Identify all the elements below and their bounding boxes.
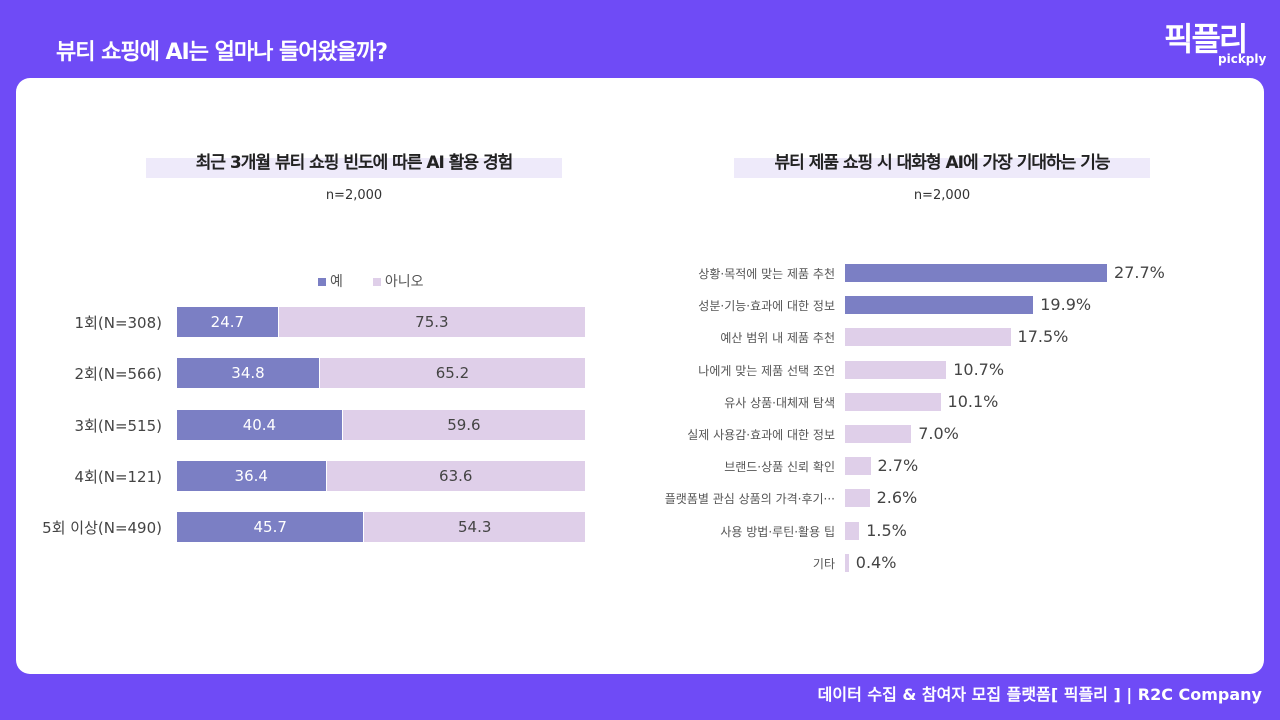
value-label: 10.1% [947, 391, 999, 411]
bar [845, 425, 912, 443]
bar-label: 예산 범위 내 제품 추천 [720, 331, 835, 346]
bar-label: 플랫폼별 관심 상품의 가격·후기··· [664, 492, 835, 507]
bar [845, 328, 1011, 347]
legend-yes: 예 [318, 271, 343, 291]
bar [845, 553, 849, 572]
value-label: 7.0% [918, 424, 959, 443]
bar-label: 상황·목적에 맞는 제품 추천 [698, 267, 835, 281]
bar-no: 75.3 [278, 307, 585, 337]
legend: 예 아니오 [318, 271, 424, 291]
left-chart-n: n=2,000 [325, 188, 383, 203]
bar-yes: 45.7 [177, 512, 364, 543]
value-label: 17.5% [1017, 327, 1069, 347]
value-label: 0.4% [855, 552, 897, 572]
value-label: 10.7% [953, 359, 1005, 379]
row-label: 3회(N=515) [74, 416, 162, 435]
right-chart-n: n=2,000 [913, 188, 971, 203]
value-label: 19.9% [1040, 295, 1092, 315]
bar [845, 521, 860, 540]
bar-label: 사용 방법·루틴·활용 팁 [720, 524, 835, 539]
footer: 데이터 수집 & 참여자 모집 플랫폼[ 픽플리 ] | R2C Company [817, 685, 1262, 704]
row-label: 1회(N=308) [74, 314, 162, 332]
right-chart-title: 뷰티 제품 쇼핑 시 대화형 AI에 가장 기대하는 기능 [774, 153, 1111, 173]
bar-yes: 24.7 [177, 307, 278, 337]
value-label: 27.7% [1114, 263, 1165, 282]
bar-yes: 34.8 [177, 358, 319, 389]
pickply-logo: 픽플리 pickply [1164, 20, 1267, 66]
bar-no: 59.6 [342, 409, 585, 440]
bar-label: 기타 [812, 556, 835, 571]
bar [845, 392, 941, 411]
row-label: 2회(N=566) [74, 365, 162, 384]
value-label: 2.7% [877, 456, 919, 476]
left-chart-title: 최근 3개월 뷰티 쇼핑 빈도에 따른 AI 활용 경험 [195, 153, 514, 173]
bar-yes: 40.4 [177, 409, 342, 440]
bar [845, 360, 947, 379]
bar-yes: 36.4 [177, 460, 326, 491]
bar [845, 264, 1108, 282]
bar-label: 유사 상품·대체재 탐색 [724, 395, 835, 410]
bar [845, 296, 1034, 315]
page-title: 뷰티 쇼핑에 AI는 얼마나 들어왔을까? [56, 40, 388, 65]
bar-label: 실제 사용감·효과에 대한 정보 [687, 428, 835, 442]
row-label: 4회(N=121) [74, 467, 162, 486]
bar-no: 63.6 [326, 460, 585, 491]
bar-label: 나에게 맞는 제품 선택 조언 [698, 363, 835, 378]
bar [845, 489, 870, 508]
bar-no: 65.2 [319, 358, 585, 389]
row-label: 5회 이상(N=490) [42, 519, 162, 538]
bar-no: 54.3 [364, 512, 585, 543]
title-highlight [146, 158, 562, 178]
bar-label: 브랜드·상품 신뢰 확인 [724, 460, 835, 475]
bar [845, 457, 871, 476]
bar-label: 성분·기능·효과에 대한 정보 [698, 299, 835, 314]
legend-no: 아니오 [372, 271, 424, 291]
title-highlight [734, 158, 1150, 178]
value-label: 2.6% [876, 488, 918, 508]
value-label: 1.5% [866, 520, 907, 540]
